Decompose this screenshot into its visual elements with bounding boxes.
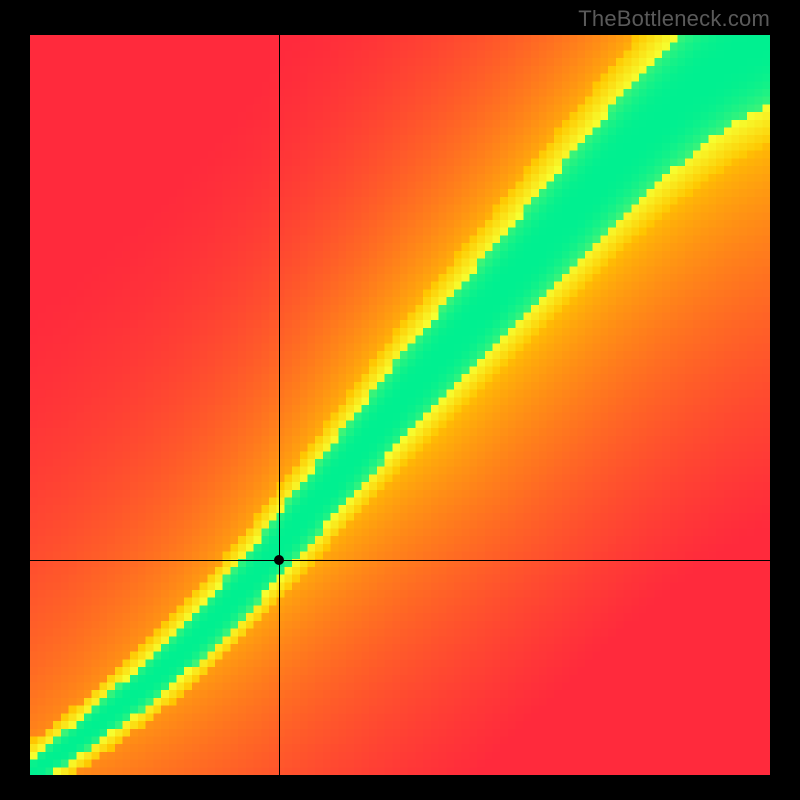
- data-point-marker: [274, 555, 284, 565]
- crosshair-vertical: [279, 35, 280, 775]
- watermark-text: TheBottleneck.com: [578, 6, 770, 32]
- bottleneck-heatmap: [30, 35, 770, 775]
- crosshair-horizontal: [30, 560, 770, 561]
